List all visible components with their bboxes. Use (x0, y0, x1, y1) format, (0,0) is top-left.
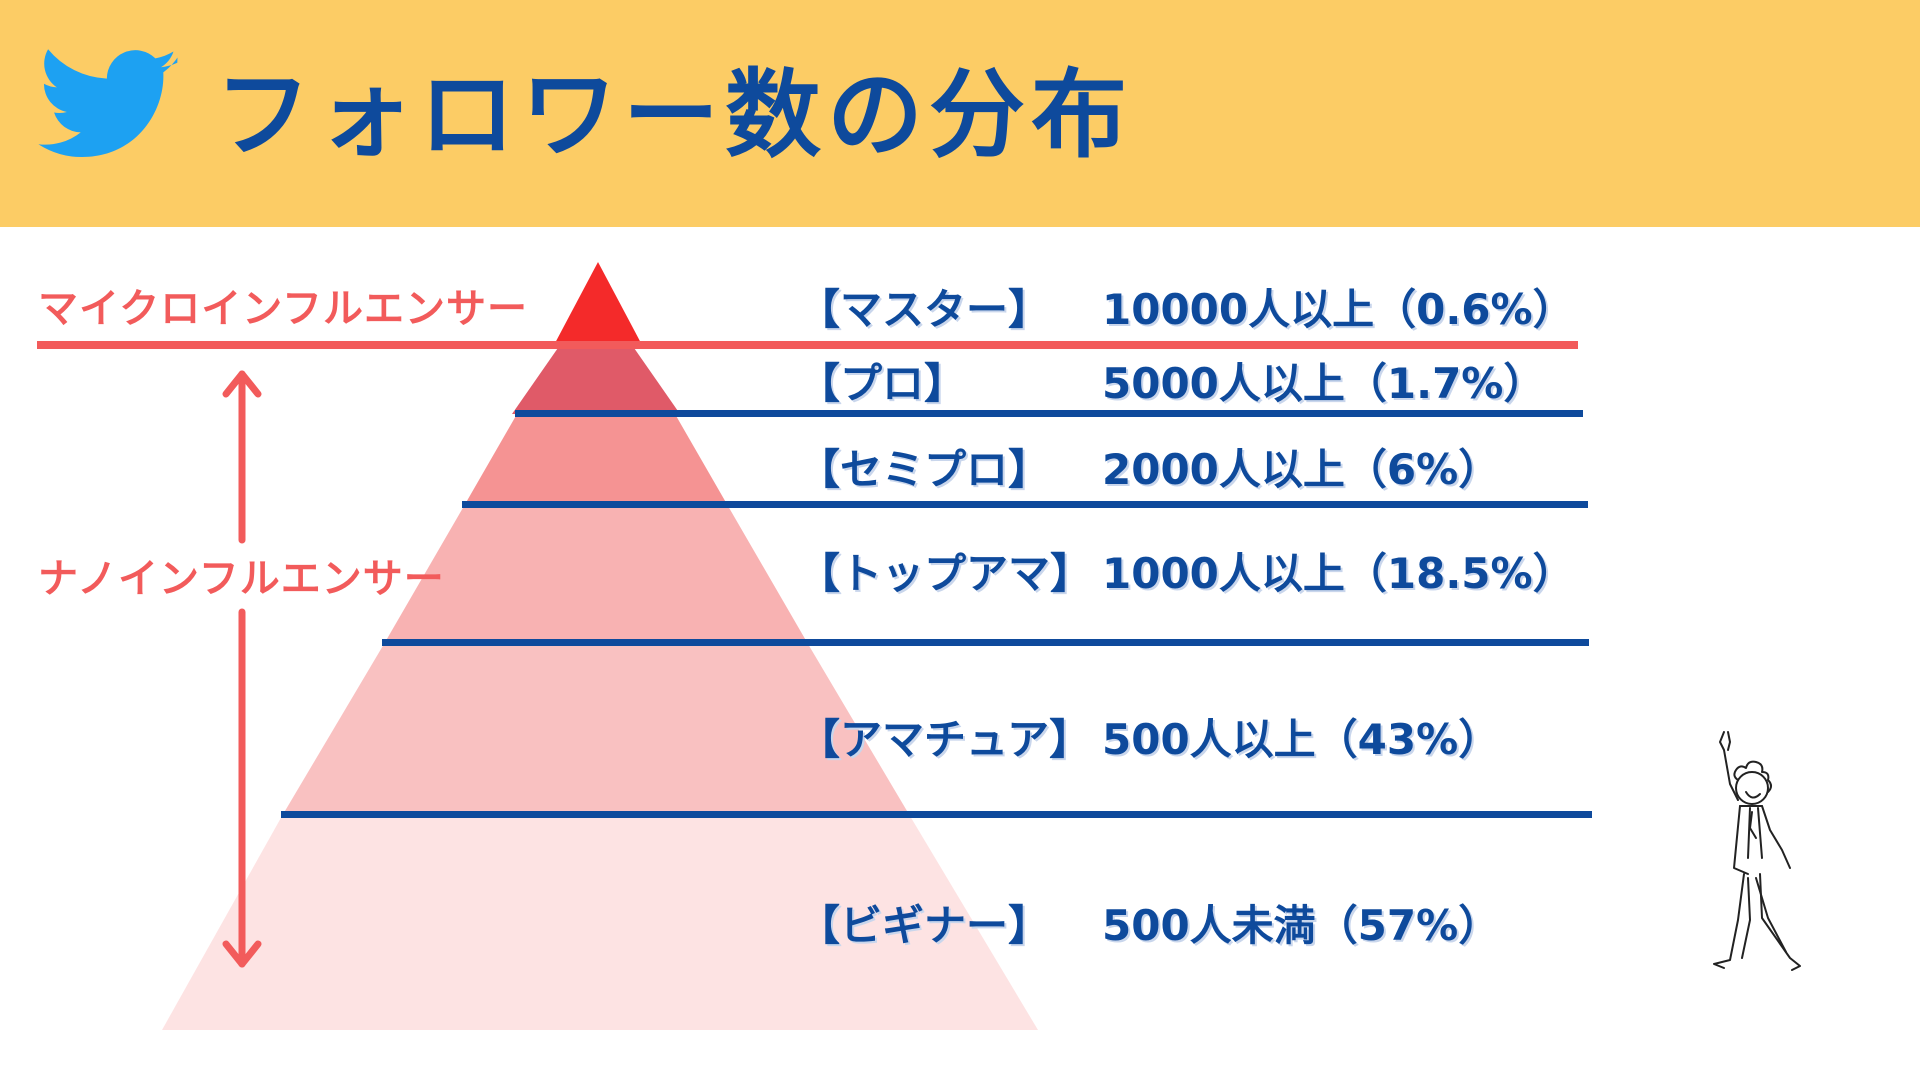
micro-influencer-divider (37, 341, 1578, 349)
tier-desc-pro: 5000人以上（1.7%） (1102, 359, 1546, 408)
double-arrow-icon (222, 370, 262, 968)
tier-desc-beginner: 500人未満（57%） (1102, 901, 1501, 950)
tier-name-top-amateur: 【トップアマ】 (798, 549, 1093, 598)
tier-divider-semi-pro (462, 501, 1588, 508)
pyramid-band-top-amateur (384, 506, 808, 644)
tier-divider-amateur (281, 811, 1592, 818)
twitter-bird-icon (38, 49, 178, 158)
tier-divider-top-amateur (382, 639, 1589, 646)
tier-desc-semi-pro: 2000人以上（6%） (1102, 445, 1501, 494)
micro-influencer-label: マイクロインフルエンサー (38, 286, 528, 332)
dancing-man-illustration (1713, 731, 1801, 971)
pyramid-band-amateur (282, 644, 910, 816)
tier-desc-master: 10000人以上（0.6%） (1102, 285, 1575, 334)
page-title: フォロワー数の分布 (215, 59, 1133, 171)
tier-name-pro: 【プロ】 (798, 359, 967, 408)
pyramid-band-beginner (162, 816, 1038, 1030)
pyramid-band-semi-pro (464, 414, 728, 506)
pyramid-band-pro-inner (512, 345, 680, 414)
tier-divider-pro (515, 410, 1583, 417)
nano-influencer-label: ナノインフルエンサー (38, 556, 445, 602)
tier-name-amateur: 【アマチュア】 (798, 715, 1092, 764)
header-banner: フォロワー数の分布 (0, 0, 1920, 227)
tier-name-semi-pro: 【セミプロ】 (798, 445, 1051, 494)
tier-desc-top-amateur: 1000人以上（18.5%） (1102, 549, 1575, 598)
tier-desc-amateur: 500人以上（43%） (1102, 715, 1501, 764)
tier-name-beginner: 【ビギナー】 (798, 901, 1051, 950)
tier-name-master: 【マスター】 (798, 285, 1051, 334)
pyramid-band-master (554, 262, 642, 345)
